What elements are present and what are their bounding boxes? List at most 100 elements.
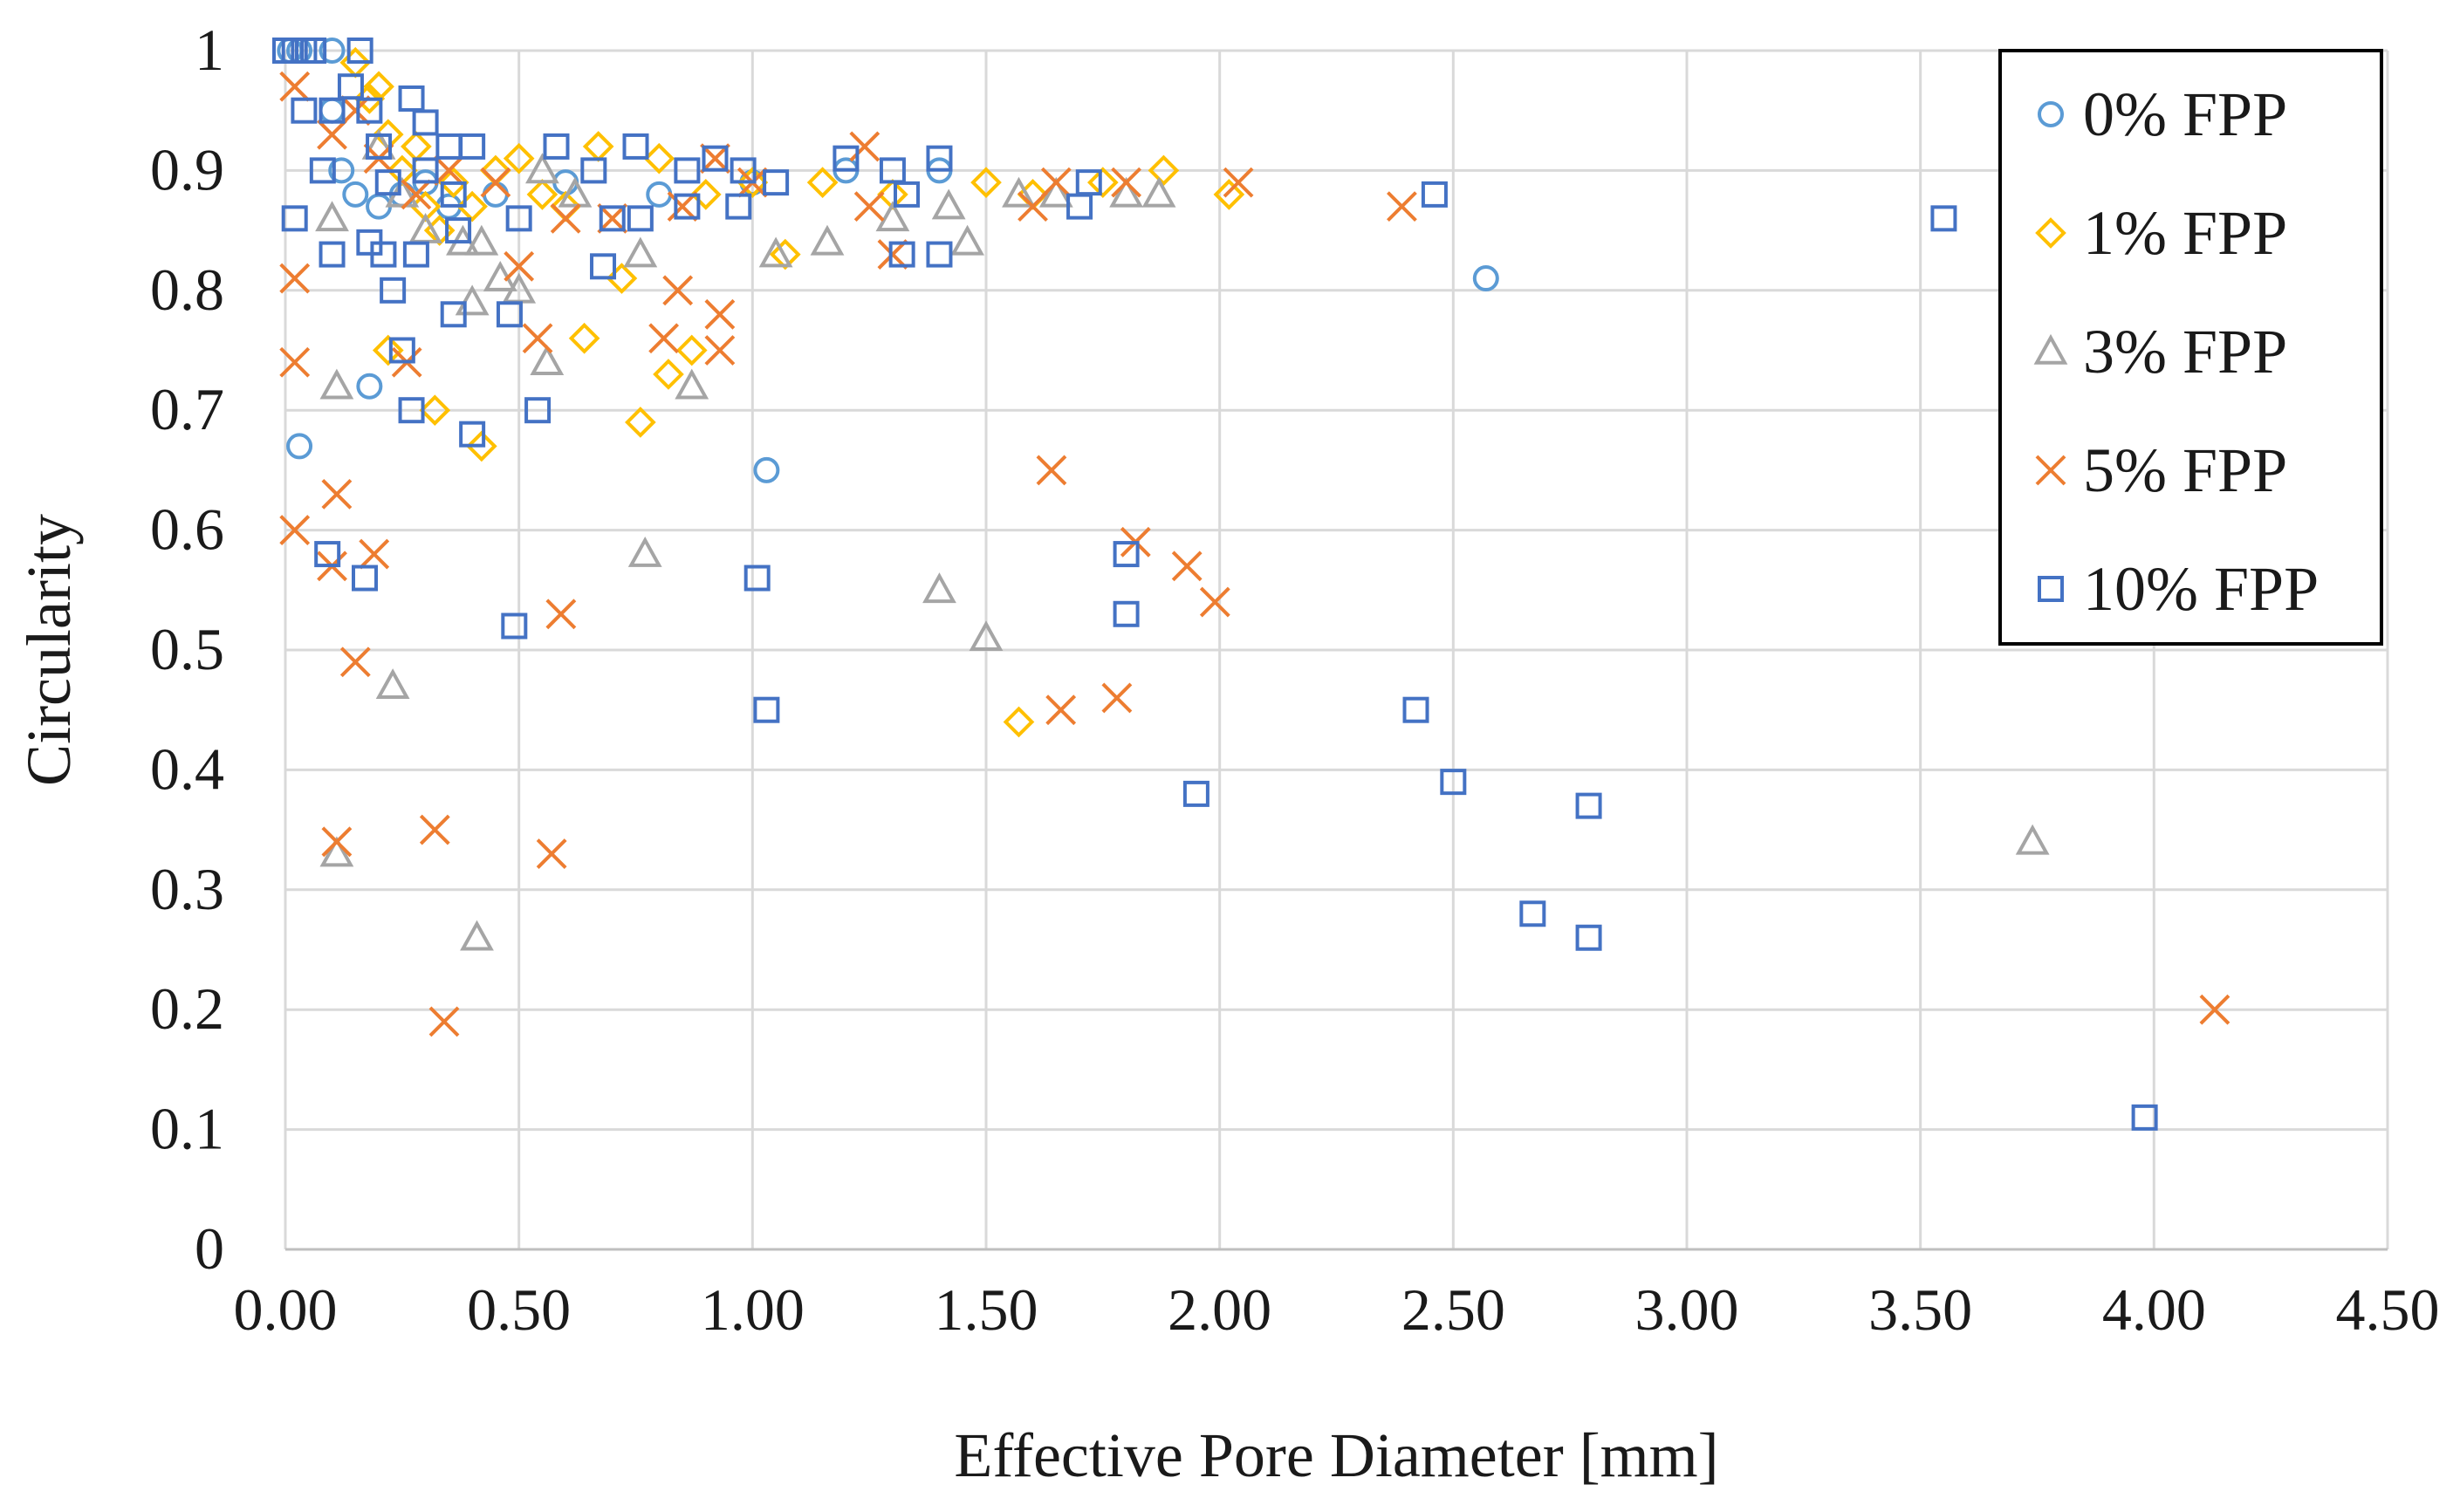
data-point <box>950 224 984 256</box>
data-point <box>428 1006 460 1037</box>
data-point <box>314 541 341 568</box>
data-point <box>437 167 469 198</box>
data-point <box>1575 924 1602 951</box>
data-point <box>763 169 790 196</box>
legend-box <box>1998 49 2383 646</box>
data-point <box>435 133 463 160</box>
data-point <box>580 157 607 184</box>
data-point <box>550 202 581 234</box>
data-point <box>674 157 701 184</box>
data-point <box>1113 541 1140 568</box>
data-point <box>1109 176 1143 208</box>
data-point <box>1141 176 1176 208</box>
data-point <box>597 202 628 234</box>
data-point <box>1472 265 1499 292</box>
data-point <box>1113 600 1140 627</box>
data-point <box>505 205 532 232</box>
data-point <box>1930 205 1957 232</box>
data-point <box>346 38 373 64</box>
data-point <box>543 133 570 160</box>
data-point <box>1440 769 1467 796</box>
data-point <box>849 131 881 162</box>
data-point <box>440 301 467 328</box>
data-point <box>653 359 684 390</box>
data-point <box>1036 455 1067 486</box>
data-point <box>1002 176 1036 208</box>
legend-marker <box>2035 217 2066 249</box>
data-point <box>445 217 472 244</box>
data-point <box>753 696 780 723</box>
y-tick-label: 0.2 <box>150 975 224 1042</box>
data-point <box>1003 706 1035 738</box>
data-point <box>530 345 565 376</box>
data-point <box>279 71 311 102</box>
data-point <box>590 253 617 280</box>
data-point <box>568 322 600 354</box>
data-point <box>667 191 698 222</box>
data-point <box>877 239 908 270</box>
data-point <box>926 241 953 268</box>
data-point <box>1223 167 1254 198</box>
data-point <box>315 201 349 232</box>
data-point <box>625 407 656 438</box>
y-tick-label: 0.7 <box>150 376 224 442</box>
legend-label: 5% FPP <box>2083 435 2287 505</box>
data-point <box>926 145 953 172</box>
data-point <box>401 179 432 210</box>
data-point <box>319 97 346 124</box>
data-point <box>281 205 308 232</box>
x-tick-label: 1.00 <box>701 1276 805 1343</box>
data-point <box>1575 792 1602 819</box>
data-point <box>643 142 675 174</box>
x-tick-label: 4.50 <box>2336 1276 2440 1343</box>
data-point <box>853 191 885 222</box>
y-tick-label: 0 <box>195 1215 224 1282</box>
data-point <box>374 169 401 196</box>
y-tick-label: 0.6 <box>150 496 224 563</box>
data-point <box>599 205 626 232</box>
data-point <box>1402 696 1429 723</box>
data-point <box>482 181 509 208</box>
data-point <box>321 826 353 858</box>
data-point <box>328 157 355 184</box>
legend-label: 0% FPP <box>2083 79 2287 149</box>
data-point <box>627 536 662 567</box>
data-point <box>622 133 649 160</box>
data-point <box>339 95 371 127</box>
data-point <box>582 131 614 162</box>
series-square <box>272 38 2158 1131</box>
legend-marker <box>2033 333 2068 365</box>
data-point <box>388 337 415 364</box>
data-point <box>440 181 467 208</box>
x-axis-title: Effective Pore Diameter [mm] <box>954 1420 1718 1490</box>
data-point <box>359 538 390 570</box>
data-point <box>1101 682 1133 714</box>
data-point <box>1421 181 1448 208</box>
data-point <box>2015 824 2050 855</box>
data-point <box>969 620 1004 652</box>
data-point <box>931 188 966 220</box>
y-tick-label: 0.1 <box>150 1096 224 1162</box>
y-tick-label: 1 <box>195 17 224 83</box>
x-tick-label: 0.00 <box>234 1276 338 1343</box>
data-point <box>758 236 793 268</box>
data-point <box>769 238 801 270</box>
data-point <box>888 241 915 268</box>
data-point <box>433 154 464 186</box>
legend-label: 1% FPP <box>2083 198 2287 268</box>
data-point <box>525 153 559 184</box>
data-point <box>319 241 346 268</box>
series-triangle <box>315 128 2050 951</box>
x-tick-label: 4.00 <box>2102 1276 2206 1343</box>
data-point <box>356 373 383 400</box>
x-tick-label: 3.50 <box>1868 1276 1972 1343</box>
data-point <box>1387 191 1417 222</box>
data-point <box>743 564 771 592</box>
data-point <box>1111 167 1142 198</box>
data-point <box>753 456 780 483</box>
data-point <box>702 145 729 172</box>
data-point <box>1040 167 1072 198</box>
data-point <box>419 394 451 427</box>
series-x <box>279 71 2230 1037</box>
data-point <box>1171 551 1203 582</box>
